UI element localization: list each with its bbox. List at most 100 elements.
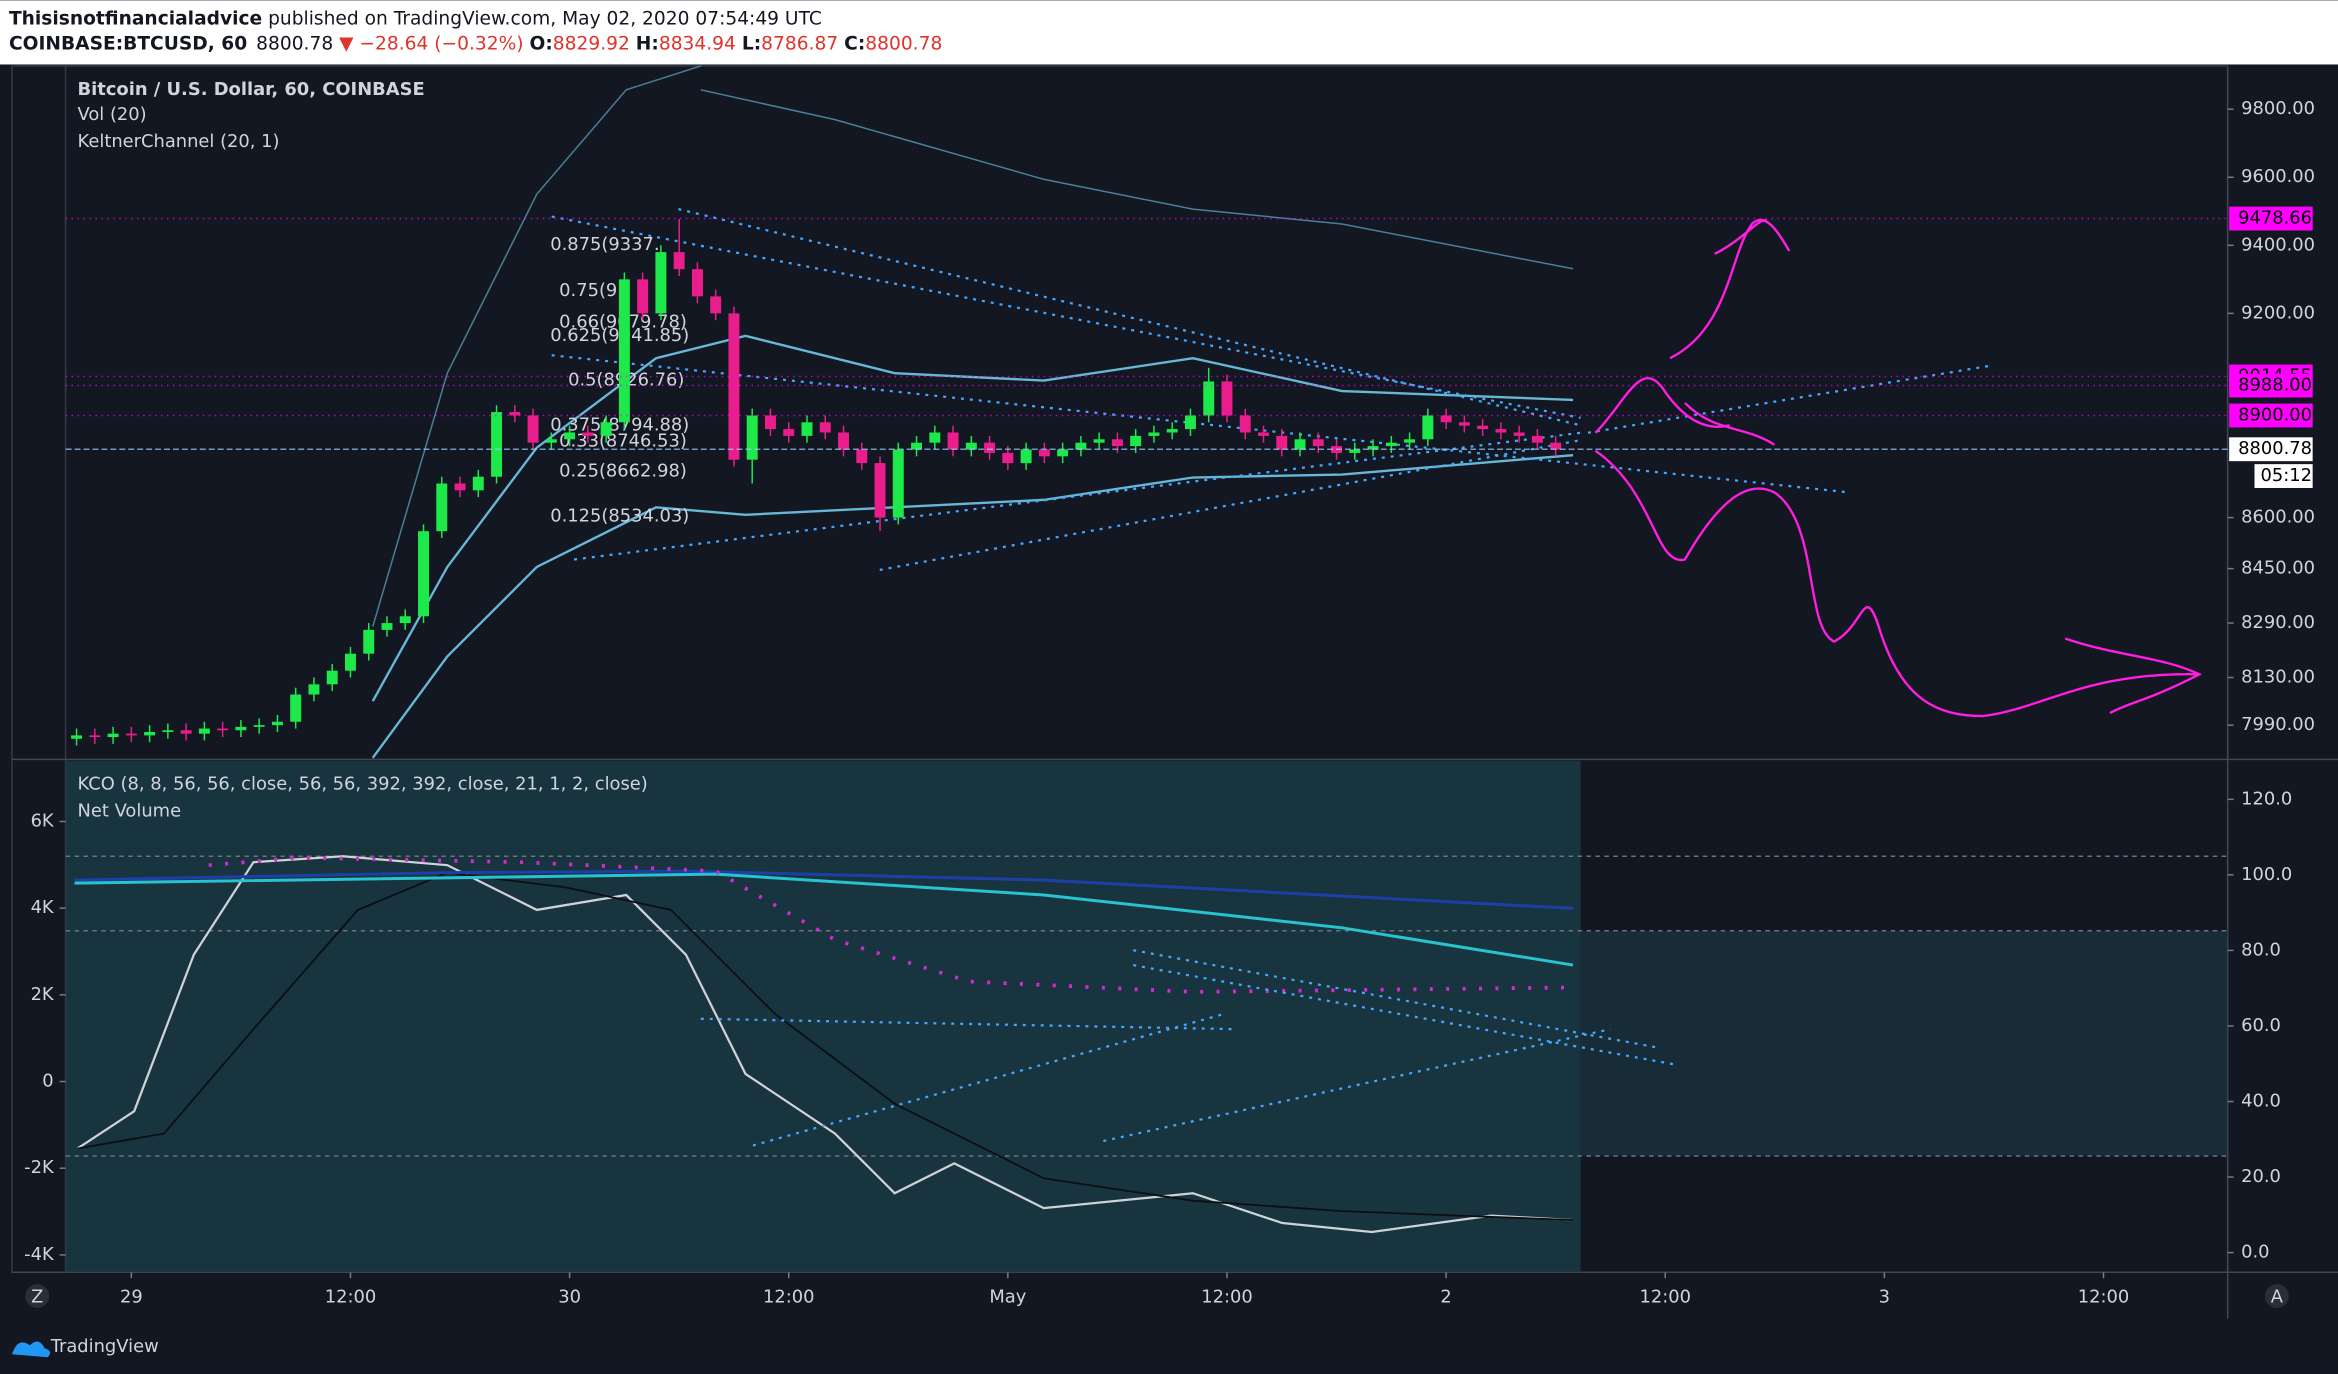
x-tick-label: 2 (1440, 1287, 1451, 1308)
countdown: 05:12 (2260, 465, 2312, 486)
candle-body (308, 684, 320, 695)
logo (11, 1341, 51, 1358)
candle-body (509, 412, 521, 416)
ohlc-value: 8786.87 (761, 33, 838, 54)
candle-body (582, 432, 594, 436)
auto-button[interactable] (2264, 1284, 2289, 1309)
lower-y-tick-label: 4K (31, 897, 55, 918)
lower-band (1580, 930, 2228, 1156)
candle-body (454, 483, 466, 491)
ohlc-value: 8834.94 (659, 33, 736, 54)
trend-lines (551, 208, 1991, 572)
price-label-box (2229, 403, 2313, 428)
candle-body (1057, 449, 1069, 457)
fib-label: 0.375(8794.88) (550, 414, 689, 435)
symbol: COINBASE:BTCUSD, 60 (9, 33, 247, 54)
candle-body (527, 415, 539, 443)
lower-y-tick-label: 6K (31, 810, 55, 831)
candle-body (947, 432, 959, 450)
candle-body (436, 483, 448, 532)
candle-body (89, 735, 101, 738)
candle-body (911, 442, 923, 450)
candle-body (162, 730, 174, 732)
fib-label: 0.75(9 (559, 280, 617, 301)
x-tick-label: 3 (1879, 1287, 1890, 1308)
fib-label: 0.33(8746.53) (559, 431, 687, 452)
candle-body (1294, 439, 1306, 450)
keltner-outer (372, 65, 1574, 627)
y-tick-label: 8600.00 (2241, 507, 2315, 528)
candle-body (600, 422, 612, 436)
candle-body (564, 432, 576, 440)
keltner-upper (371, 334, 1574, 702)
candle-body (892, 449, 904, 518)
candle-body (1404, 439, 1416, 443)
candle-body (1513, 432, 1525, 436)
candle-body (1495, 429, 1507, 433)
candle-body (1367, 446, 1379, 450)
keltner-lower (371, 453, 1574, 759)
lower-y-tick-label: -4K (24, 1244, 55, 1265)
x-tick-label: 12:00 (325, 1287, 377, 1308)
kco-average (74, 872, 1574, 967)
candle-body (363, 629, 375, 654)
candle-body (198, 728, 210, 734)
x-tick-label: 29 (120, 1287, 143, 1308)
y-tick-label: 8450.00 (2241, 558, 2315, 579)
candle-body (1166, 429, 1178, 433)
header-bar (0, 0, 2338, 65)
lower-y2-tick-label: 120.0 (2241, 788, 2292, 809)
price-label-box (2229, 206, 2313, 231)
candle-body (125, 733, 137, 736)
candle-body (253, 725, 265, 727)
candle-body (235, 726, 247, 731)
y-tick-label: 8290.00 (2241, 612, 2315, 633)
candle-body (819, 422, 831, 433)
ohlc-key: C: (844, 33, 865, 54)
legend-item: Vol (20) (78, 104, 147, 125)
candle-body (984, 442, 996, 453)
candle-body (856, 449, 868, 464)
candle-body (1312, 439, 1324, 447)
legend-item: KeltnerChannel (20, 1) (78, 131, 280, 152)
candle-body (710, 296, 722, 314)
candle-body (472, 476, 484, 491)
candle-body (746, 415, 758, 460)
candle-body (290, 694, 302, 722)
drawing (1594, 218, 2203, 718)
price-label: 9478.66 (2238, 208, 2312, 229)
kco-dots (208, 855, 1574, 994)
x-tick-label: 12:00 (1201, 1287, 1253, 1308)
candle-body (1002, 452, 1014, 464)
candle-body (965, 442, 977, 450)
y-tick-label: 9200.00 (2241, 302, 2315, 323)
last: 8800.78 (256, 33, 333, 54)
y-tick-label: 7990.00 (2241, 714, 2315, 735)
zoom-button[interactable] (25, 1284, 50, 1309)
candle-body (1020, 449, 1032, 464)
price-label: 8800.78 (2238, 438, 2312, 459)
y-tick-label: 8130.00 (2241, 667, 2315, 688)
lower-y2-tick-label: 0.0 (2241, 1242, 2269, 1263)
candle-body (1276, 435, 1288, 450)
ohlc-key: O: (530, 33, 553, 54)
lower-y2-tick-label: 100.0 (2241, 864, 2292, 885)
candle-body (1422, 415, 1434, 440)
candle-body (1458, 422, 1470, 426)
candle-body (637, 279, 649, 314)
kco-slow (77, 871, 1574, 1221)
published: published on TradingView.com, May 02, 20… (262, 8, 822, 29)
fib-label: 0.125(8534.03) (550, 505, 689, 526)
zoom-label: Z (31, 1287, 43, 1308)
candle-body (326, 670, 338, 685)
candle-body (399, 616, 411, 624)
candle-body (545, 439, 557, 443)
lower-y-tick-label: -2K (24, 1157, 55, 1178)
candle-body (1349, 449, 1361, 453)
candle-body (1130, 435, 1142, 447)
candle-body (1038, 449, 1050, 457)
y-tick-label: 9400.00 (2241, 234, 2315, 255)
x-tick-label: May (989, 1287, 1026, 1308)
ohlc-value: 8829.92 (553, 33, 630, 54)
